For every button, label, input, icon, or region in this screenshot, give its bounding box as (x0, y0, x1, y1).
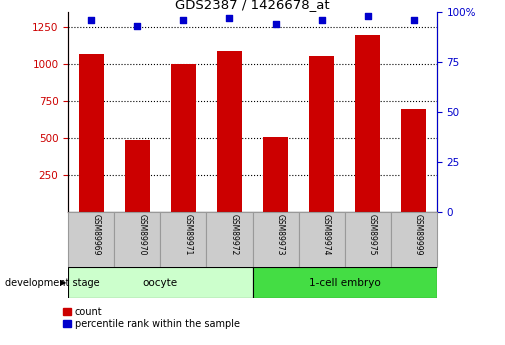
Text: 1-cell embryo: 1-cell embryo (309, 278, 381, 288)
Bar (79, 54, 104, 212)
Bar (114, 212, 161, 267)
Bar (171, 64, 196, 212)
Point (272, 21, 280, 27)
Title: GDS2387 / 1426678_at: GDS2387 / 1426678_at (175, 0, 330, 11)
Bar (161, 212, 207, 267)
Bar (309, 56, 334, 212)
Bar (391, 212, 437, 267)
Bar (68, 212, 114, 267)
Text: GSM89970: GSM89970 (137, 214, 146, 255)
Text: GSM89999: GSM89999 (414, 214, 423, 255)
Text: GSM89975: GSM89975 (368, 214, 377, 255)
Text: ▶: ▶ (60, 278, 66, 287)
Text: GSM89972: GSM89972 (229, 214, 238, 255)
Point (179, 17, 187, 23)
Bar (217, 51, 242, 212)
Legend: count, percentile rank within the sample: count, percentile rank within the sample (63, 307, 239, 329)
Bar (68, 267, 252, 298)
Point (318, 17, 326, 23)
Bar (298, 212, 345, 267)
Bar (207, 212, 252, 267)
Text: GSM89971: GSM89971 (183, 214, 192, 255)
Text: GSM89974: GSM89974 (322, 214, 331, 255)
Text: development stage: development stage (5, 278, 99, 288)
Bar (252, 267, 437, 298)
Bar (401, 109, 426, 212)
Text: oocyte: oocyte (143, 278, 178, 288)
Bar (355, 35, 380, 212)
Text: GSM89969: GSM89969 (91, 214, 100, 255)
Point (410, 17, 418, 23)
Point (87, 17, 95, 23)
Bar (125, 139, 150, 212)
Bar (345, 212, 391, 267)
Point (225, 15, 233, 21)
Bar (252, 212, 298, 267)
Text: GSM89973: GSM89973 (276, 214, 284, 255)
Point (133, 23, 141, 29)
Bar (263, 137, 288, 212)
Point (364, 13, 372, 19)
